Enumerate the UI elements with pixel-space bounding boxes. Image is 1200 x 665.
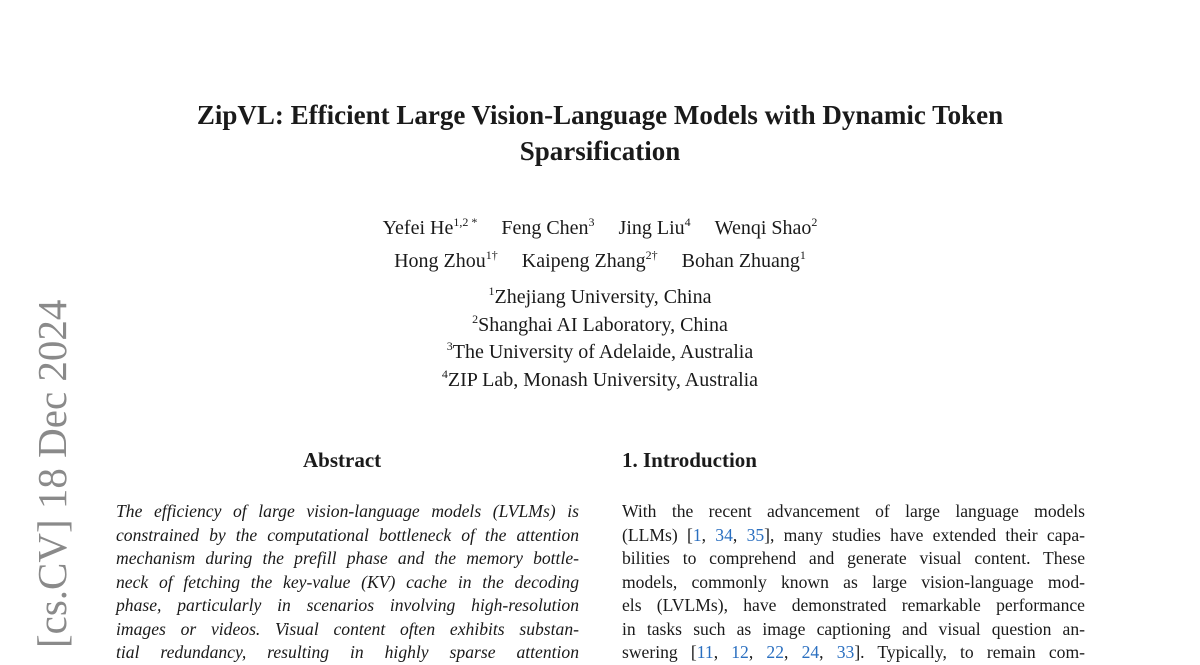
author-affiliation-mark: 1†	[485, 248, 498, 262]
text-line: neck of fetching the key-value (KV) cach…	[116, 571, 579, 592]
citation-link[interactable]: 22	[766, 642, 784, 662]
abstract-text: The efficiency of large vision-language …	[116, 500, 579, 665]
affiliation-name: Shanghai AI Laboratory, China	[478, 313, 728, 336]
authors: Yefei He1,2 * Feng Chen3 Jing Liu4 Wenqi Sh…	[0, 212, 1200, 278]
author-affiliation-mark: 1	[799, 248, 806, 262]
author: Yefei He1,2 *	[382, 215, 478, 239]
affiliation-name: The University of Adelaide, Australia	[452, 341, 754, 364]
introduction-text: With the recent advancement of large lan…	[622, 500, 1085, 665]
affiliation-name: ZIP Lab, Monash University, Australia	[447, 369, 759, 392]
affiliation-number: 4	[441, 367, 448, 382]
affiliations: 1Zhejiang University, China 2Shanghai AI …	[0, 284, 1200, 395]
citation-link[interactable]: 33	[836, 642, 855, 662]
text-line: in tasks such as image captioning and vi…	[622, 618, 1085, 639]
citation-link[interactable]: 24	[801, 642, 820, 662]
text-line: constrained by the computational bottlen…	[116, 524, 579, 545]
text-line: swering [11, 12, 22, 24, 33]. Typically,…	[622, 642, 1086, 662]
text-line: bilities to comprehend and generate visu…	[622, 548, 1085, 568]
citation-link[interactable]: 12	[731, 642, 749, 662]
author-name: Wenqi Shao	[714, 217, 812, 239]
author: Hong Zhou1†	[394, 248, 498, 272]
text-line: phase, particularly in scenarios involvi…	[116, 595, 579, 615]
author-name: Bohan Zhuang	[681, 250, 800, 272]
author-name: Yefei He	[382, 217, 454, 239]
author: Wenqi Shao2	[714, 215, 818, 239]
text-line: tial redundancy, resulting in highly spa…	[116, 642, 579, 662]
introduction-heading: 1. Introduction	[622, 448, 757, 472]
author: Feng Chen3	[501, 215, 595, 239]
text-line: models, commonly known as large vision-l…	[622, 571, 1085, 592]
citation-link[interactable]: 35	[746, 524, 765, 545]
author: Bohan Zhuang1	[681, 248, 806, 272]
citation-link[interactable]: 34	[715, 524, 733, 545]
text-line: (LLMs) [1, 34, 35], many studies have ex…	[622, 524, 1085, 545]
citation-link[interactable]: 11	[696, 642, 714, 662]
author-name: Hong Zhou	[394, 250, 486, 272]
author-affiliation-mark: 4	[684, 215, 691, 229]
abstract-heading: Abstract	[303, 448, 382, 472]
affiliation: 4ZIP Lab, Monash University, Australia	[0, 367, 1200, 395]
citation-link[interactable]: 1	[692, 524, 702, 545]
author-name: Kaipeng Zhang	[521, 250, 646, 272]
author-affiliation-mark: 2	[811, 215, 818, 229]
affiliation-number: 3	[446, 339, 453, 354]
affiliation: 3The University of Adelaide, Australia	[0, 339, 1200, 367]
text-line: With the recent advancement of large lan…	[622, 501, 1085, 521]
text-line: images or videos. Visual content often e…	[116, 618, 579, 639]
affiliation: 1Zhejiang University, China	[0, 284, 1200, 312]
title-line: ZipVL: Efficient Large Vision-Language M…	[196, 100, 1004, 130]
title-line: Sparsification	[519, 136, 681, 166]
text-line: els (LVLMs), have demonstrated remarkabl…	[622, 595, 1085, 615]
authors-row: Hong Zhou1† Kaipeng Zhang2† Bohan Zhuang1	[0, 245, 1200, 278]
text-line: mechanism during the prefill phase and t…	[116, 548, 579, 568]
author-name: Jing Liu	[618, 217, 685, 239]
author: Jing Liu4	[618, 215, 691, 239]
author-affiliation-mark: 1,2 *	[453, 215, 478, 229]
affiliation-number: 2	[472, 311, 479, 326]
affiliation-number: 1	[488, 284, 495, 298]
author: Kaipeng Zhang2†	[521, 248, 658, 272]
text-line: The efficiency of large vision-language …	[116, 501, 579, 521]
affiliation-name: Zhejiang University, China	[494, 286, 712, 308]
author-name: Feng Chen	[501, 217, 589, 239]
paper-title: ZipVL: Efficient Large Vision-Language M…	[0, 97, 1200, 169]
authors-row: Yefei He1,2 * Feng Chen3 Jing Liu4 Wenqi Sh…	[0, 212, 1200, 245]
affiliation: 2Shanghai AI Laboratory, China	[0, 312, 1200, 340]
author-affiliation-mark: 3	[588, 215, 595, 229]
author-affiliation-mark: 2†	[645, 248, 658, 262]
